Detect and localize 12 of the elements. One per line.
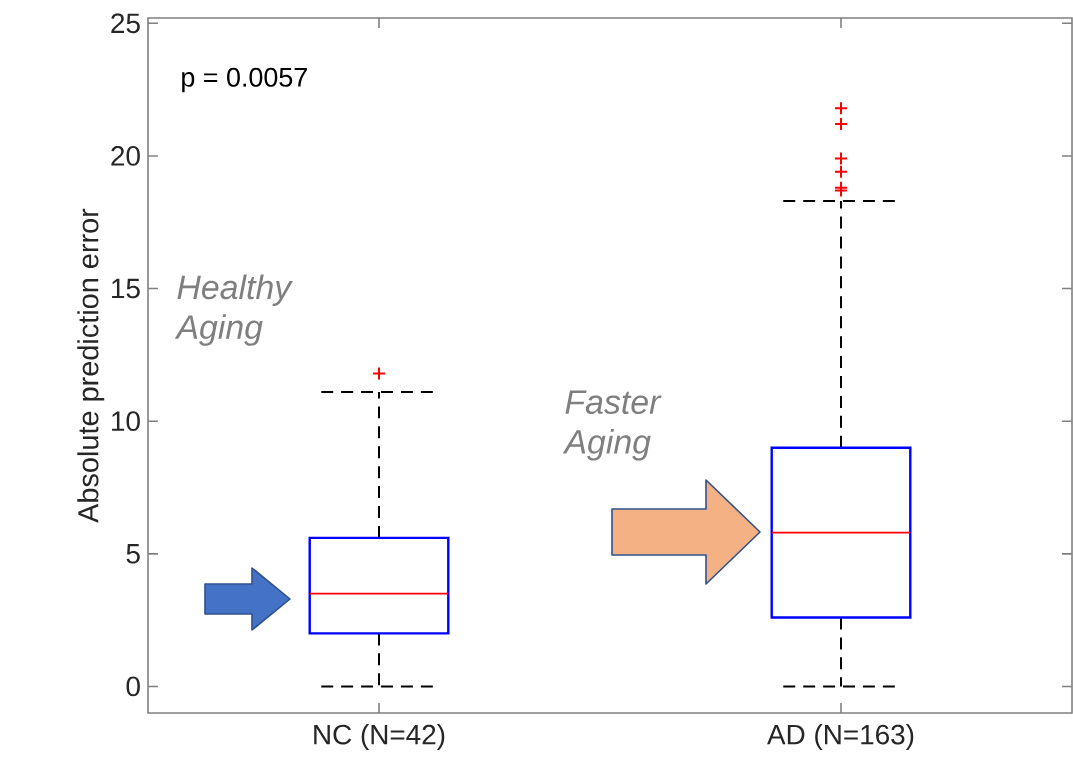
y-tick-label: 5	[126, 544, 140, 564]
annotation: Healthy Aging	[174, 274, 293, 346]
y-tick-label: 10	[112, 411, 140, 432]
y-tick-label: 20	[111, 146, 140, 166]
x-tick-label: AD (N=163)	[767, 724, 914, 751]
annotation: Faster Aging	[562, 390, 662, 461]
x-tick-label: NC (N=42)	[314, 724, 445, 751]
y-axis-title: Absolute prediction error	[77, 208, 105, 523]
annotation: p = 0.0057	[182, 67, 307, 93]
y-tick-label: 25	[111, 13, 140, 34]
y-tick-label: 0	[126, 676, 140, 697]
y-tick-label: 15	[112, 278, 140, 299]
